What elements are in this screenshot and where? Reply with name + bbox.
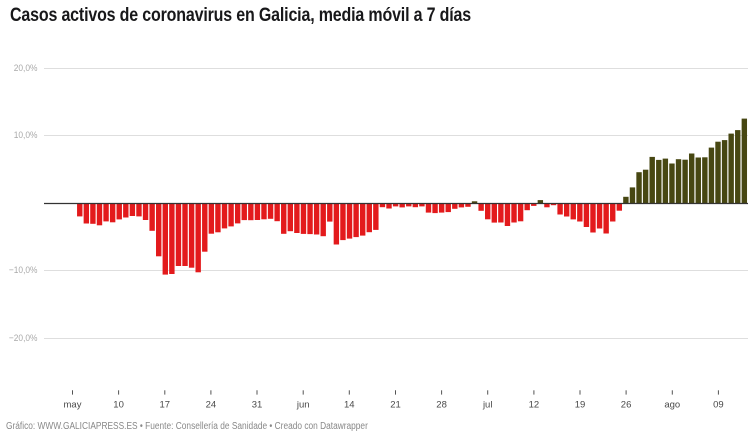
svg-text:09: 09 bbox=[713, 400, 724, 411]
svg-text:26: 26 bbox=[621, 400, 632, 411]
svg-text:21: 21 bbox=[390, 400, 401, 411]
svg-text:14: 14 bbox=[344, 400, 355, 411]
svg-text:28: 28 bbox=[436, 400, 447, 411]
svg-text:−20,0%: −20,0% bbox=[9, 333, 38, 344]
svg-text:jun: jun bbox=[296, 400, 310, 411]
svg-text:12: 12 bbox=[529, 400, 540, 411]
svg-text:ago: ago bbox=[664, 400, 680, 411]
svg-text:24: 24 bbox=[206, 400, 217, 411]
svg-text:may: may bbox=[64, 400, 82, 411]
svg-text:−10,0%: −10,0% bbox=[9, 265, 38, 276]
svg-text:20,0%: 20,0% bbox=[14, 63, 38, 74]
svg-text:19: 19 bbox=[575, 400, 586, 411]
svg-text:31: 31 bbox=[252, 400, 263, 411]
svg-text:17: 17 bbox=[160, 400, 171, 411]
svg-text:jul: jul bbox=[482, 400, 493, 411]
svg-text:10: 10 bbox=[113, 400, 124, 411]
svg-text:10,0%: 10,0% bbox=[14, 130, 38, 141]
